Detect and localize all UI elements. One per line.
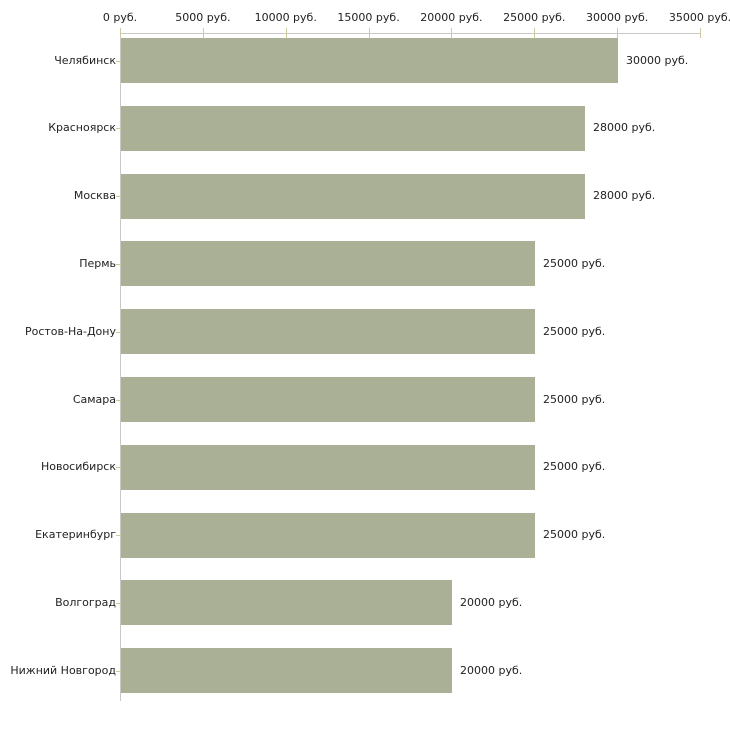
bar	[121, 445, 535, 490]
value-label: 25000 руб.	[543, 393, 606, 406]
category-label: Пермь	[79, 257, 116, 270]
y-axis-tick	[116, 603, 121, 604]
category-label: Ростов-На-Дону	[24, 325, 116, 338]
y-axis-tick	[116, 400, 121, 401]
y-axis-tick	[116, 264, 121, 265]
x-axis-tick-label: 15000 руб.	[337, 11, 400, 24]
x-axis-tick-label: 35000 руб.	[668, 11, 730, 24]
x-axis-tick	[120, 28, 121, 38]
bar	[121, 309, 535, 354]
bar	[121, 513, 535, 558]
bar	[121, 377, 535, 422]
value-label: 20000 руб.	[460, 596, 523, 609]
x-axis-tick-label: 0 руб.	[102, 11, 138, 24]
value-label: 20000 руб.	[460, 664, 523, 677]
y-axis-tick	[116, 467, 121, 468]
category-label: Екатеринбург	[35, 528, 116, 541]
y-axis-tick	[116, 196, 121, 197]
x-axis-tick	[368, 28, 370, 38]
category-label: Новосибирск	[40, 460, 116, 473]
x-axis-tick-label: 20000 руб.	[420, 11, 483, 24]
value-label: 28000 руб.	[593, 121, 656, 134]
category-label: Москва	[73, 189, 116, 202]
value-label: 28000 руб.	[593, 189, 656, 202]
bar	[121, 106, 585, 151]
value-label: 25000 руб.	[543, 325, 606, 338]
category-label: Челябинск	[54, 54, 116, 67]
x-axis-tick	[700, 28, 701, 38]
bar	[121, 648, 452, 693]
category-label: Самара	[72, 393, 116, 406]
bar	[121, 580, 452, 625]
x-axis-line	[120, 33, 700, 34]
x-axis-tick-label: 5000 руб.	[175, 11, 231, 24]
x-axis-tick-label: 10000 руб.	[254, 11, 317, 24]
y-axis-tick	[116, 535, 121, 536]
x-axis-tick	[451, 28, 453, 38]
y-axis-tick	[116, 128, 121, 129]
x-axis-tick-label: 25000 руб.	[503, 11, 566, 24]
y-axis-tick	[116, 332, 121, 333]
bar	[121, 174, 585, 219]
category-label: Нижний Новгород	[10, 664, 116, 677]
x-axis-tick-label: 30000 руб.	[586, 11, 649, 24]
value-label: 30000 руб.	[626, 54, 689, 67]
x-axis-tick	[617, 28, 619, 38]
value-label: 25000 руб.	[543, 460, 606, 473]
y-axis-tick	[116, 671, 121, 672]
y-axis-tick	[116, 61, 121, 62]
x-axis-tick	[534, 28, 536, 38]
value-label: 25000 руб.	[543, 257, 606, 270]
value-label: 25000 руб.	[543, 528, 606, 541]
bar	[121, 241, 535, 286]
x-axis-tick	[285, 28, 287, 38]
category-label: Волгоград	[55, 596, 116, 609]
bar	[121, 38, 618, 83]
x-axis-tick	[202, 28, 204, 38]
category-label: Красноярск	[48, 121, 116, 134]
y-axis-line	[120, 33, 121, 701]
